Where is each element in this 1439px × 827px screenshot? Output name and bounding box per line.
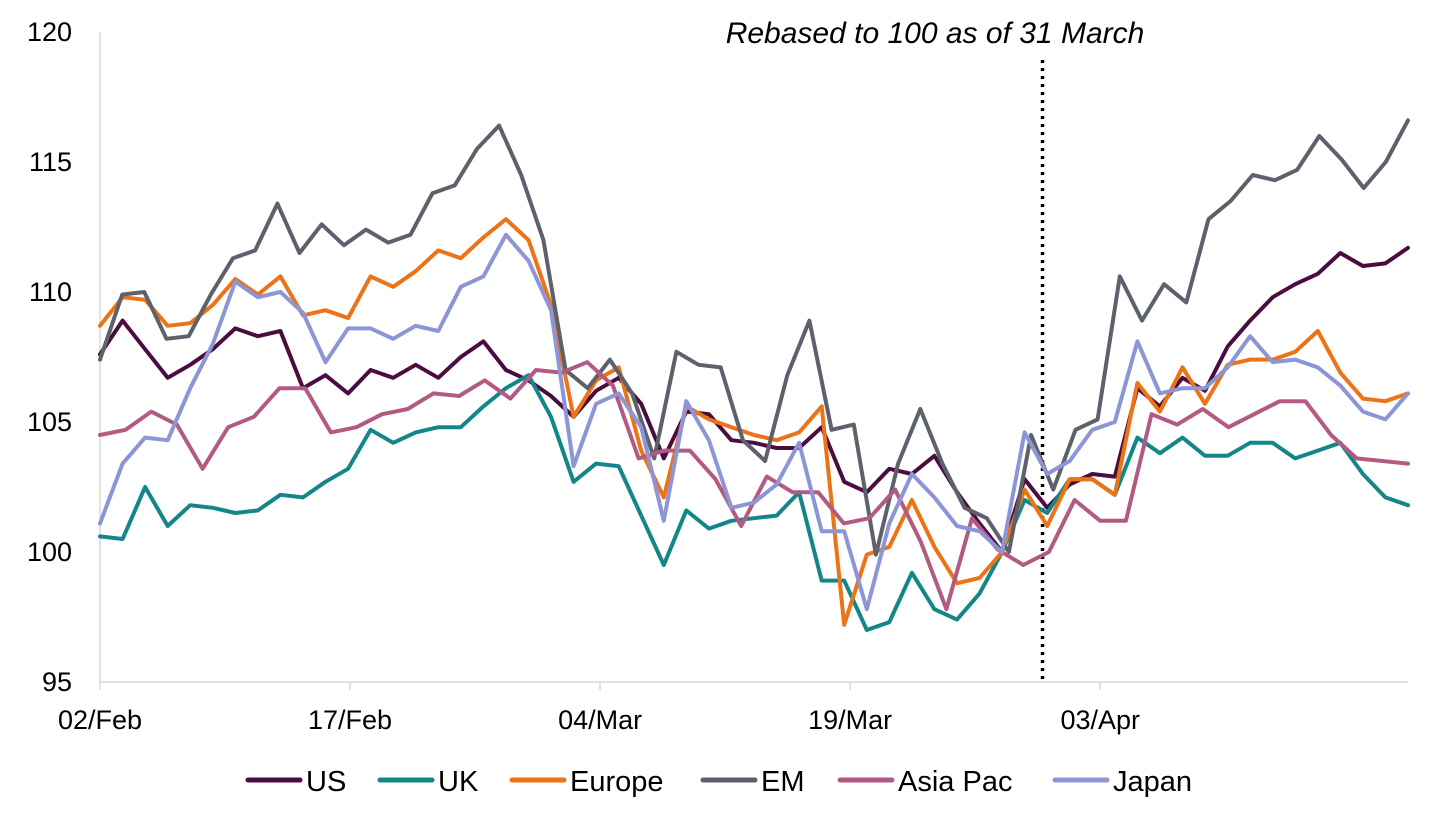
- legend-label-japan: Japan: [1113, 766, 1192, 798]
- series-lines: [98, 118, 1410, 632]
- series-line-em: [98, 118, 1410, 557]
- series-line-us: [98, 245, 1410, 554]
- x-tick-label: 04/Mar: [558, 705, 642, 735]
- y-tick-label: 100: [27, 537, 72, 567]
- legend-label-uk: UK: [438, 766, 479, 798]
- y-tick-label: 95: [42, 667, 72, 697]
- series-line-uk: [98, 373, 1410, 632]
- annotation-label: Rebased to 100 as of 31 March: [726, 17, 1145, 50]
- y-tick-label: 120: [27, 17, 72, 47]
- x-tick-label: 03/Apr: [1060, 705, 1140, 735]
- x-tick-label: 19/Mar: [808, 705, 892, 735]
- y-tick-label: 115: [29, 147, 72, 177]
- legend-label-europe: Europe: [570, 766, 664, 798]
- x-tick-label: 02/Feb: [58, 705, 142, 735]
- annotations: Rebased to 100 as of 31 March: [726, 17, 1145, 50]
- axes: 95 100 105 110 115 120 02/Feb 17/Feb 04/Mar 19/Ma…: [27, 17, 1408, 735]
- series-line-japan: [98, 232, 1410, 612]
- legend-label-us: US: [306, 766, 346, 798]
- legend-label-asia-pac: Asia Pac: [898, 766, 1012, 798]
- y-tick-label: 105: [27, 407, 72, 437]
- x-tick-label: 17/Feb: [308, 705, 392, 735]
- series-line-europe: [98, 217, 1410, 627]
- legend-label-em: EM: [761, 766, 805, 798]
- legend: US UK Europe EM Asia Pac Japan: [245, 766, 1192, 798]
- y-tick-label: 110: [29, 277, 72, 307]
- series-line-asia-pac: [98, 360, 1410, 612]
